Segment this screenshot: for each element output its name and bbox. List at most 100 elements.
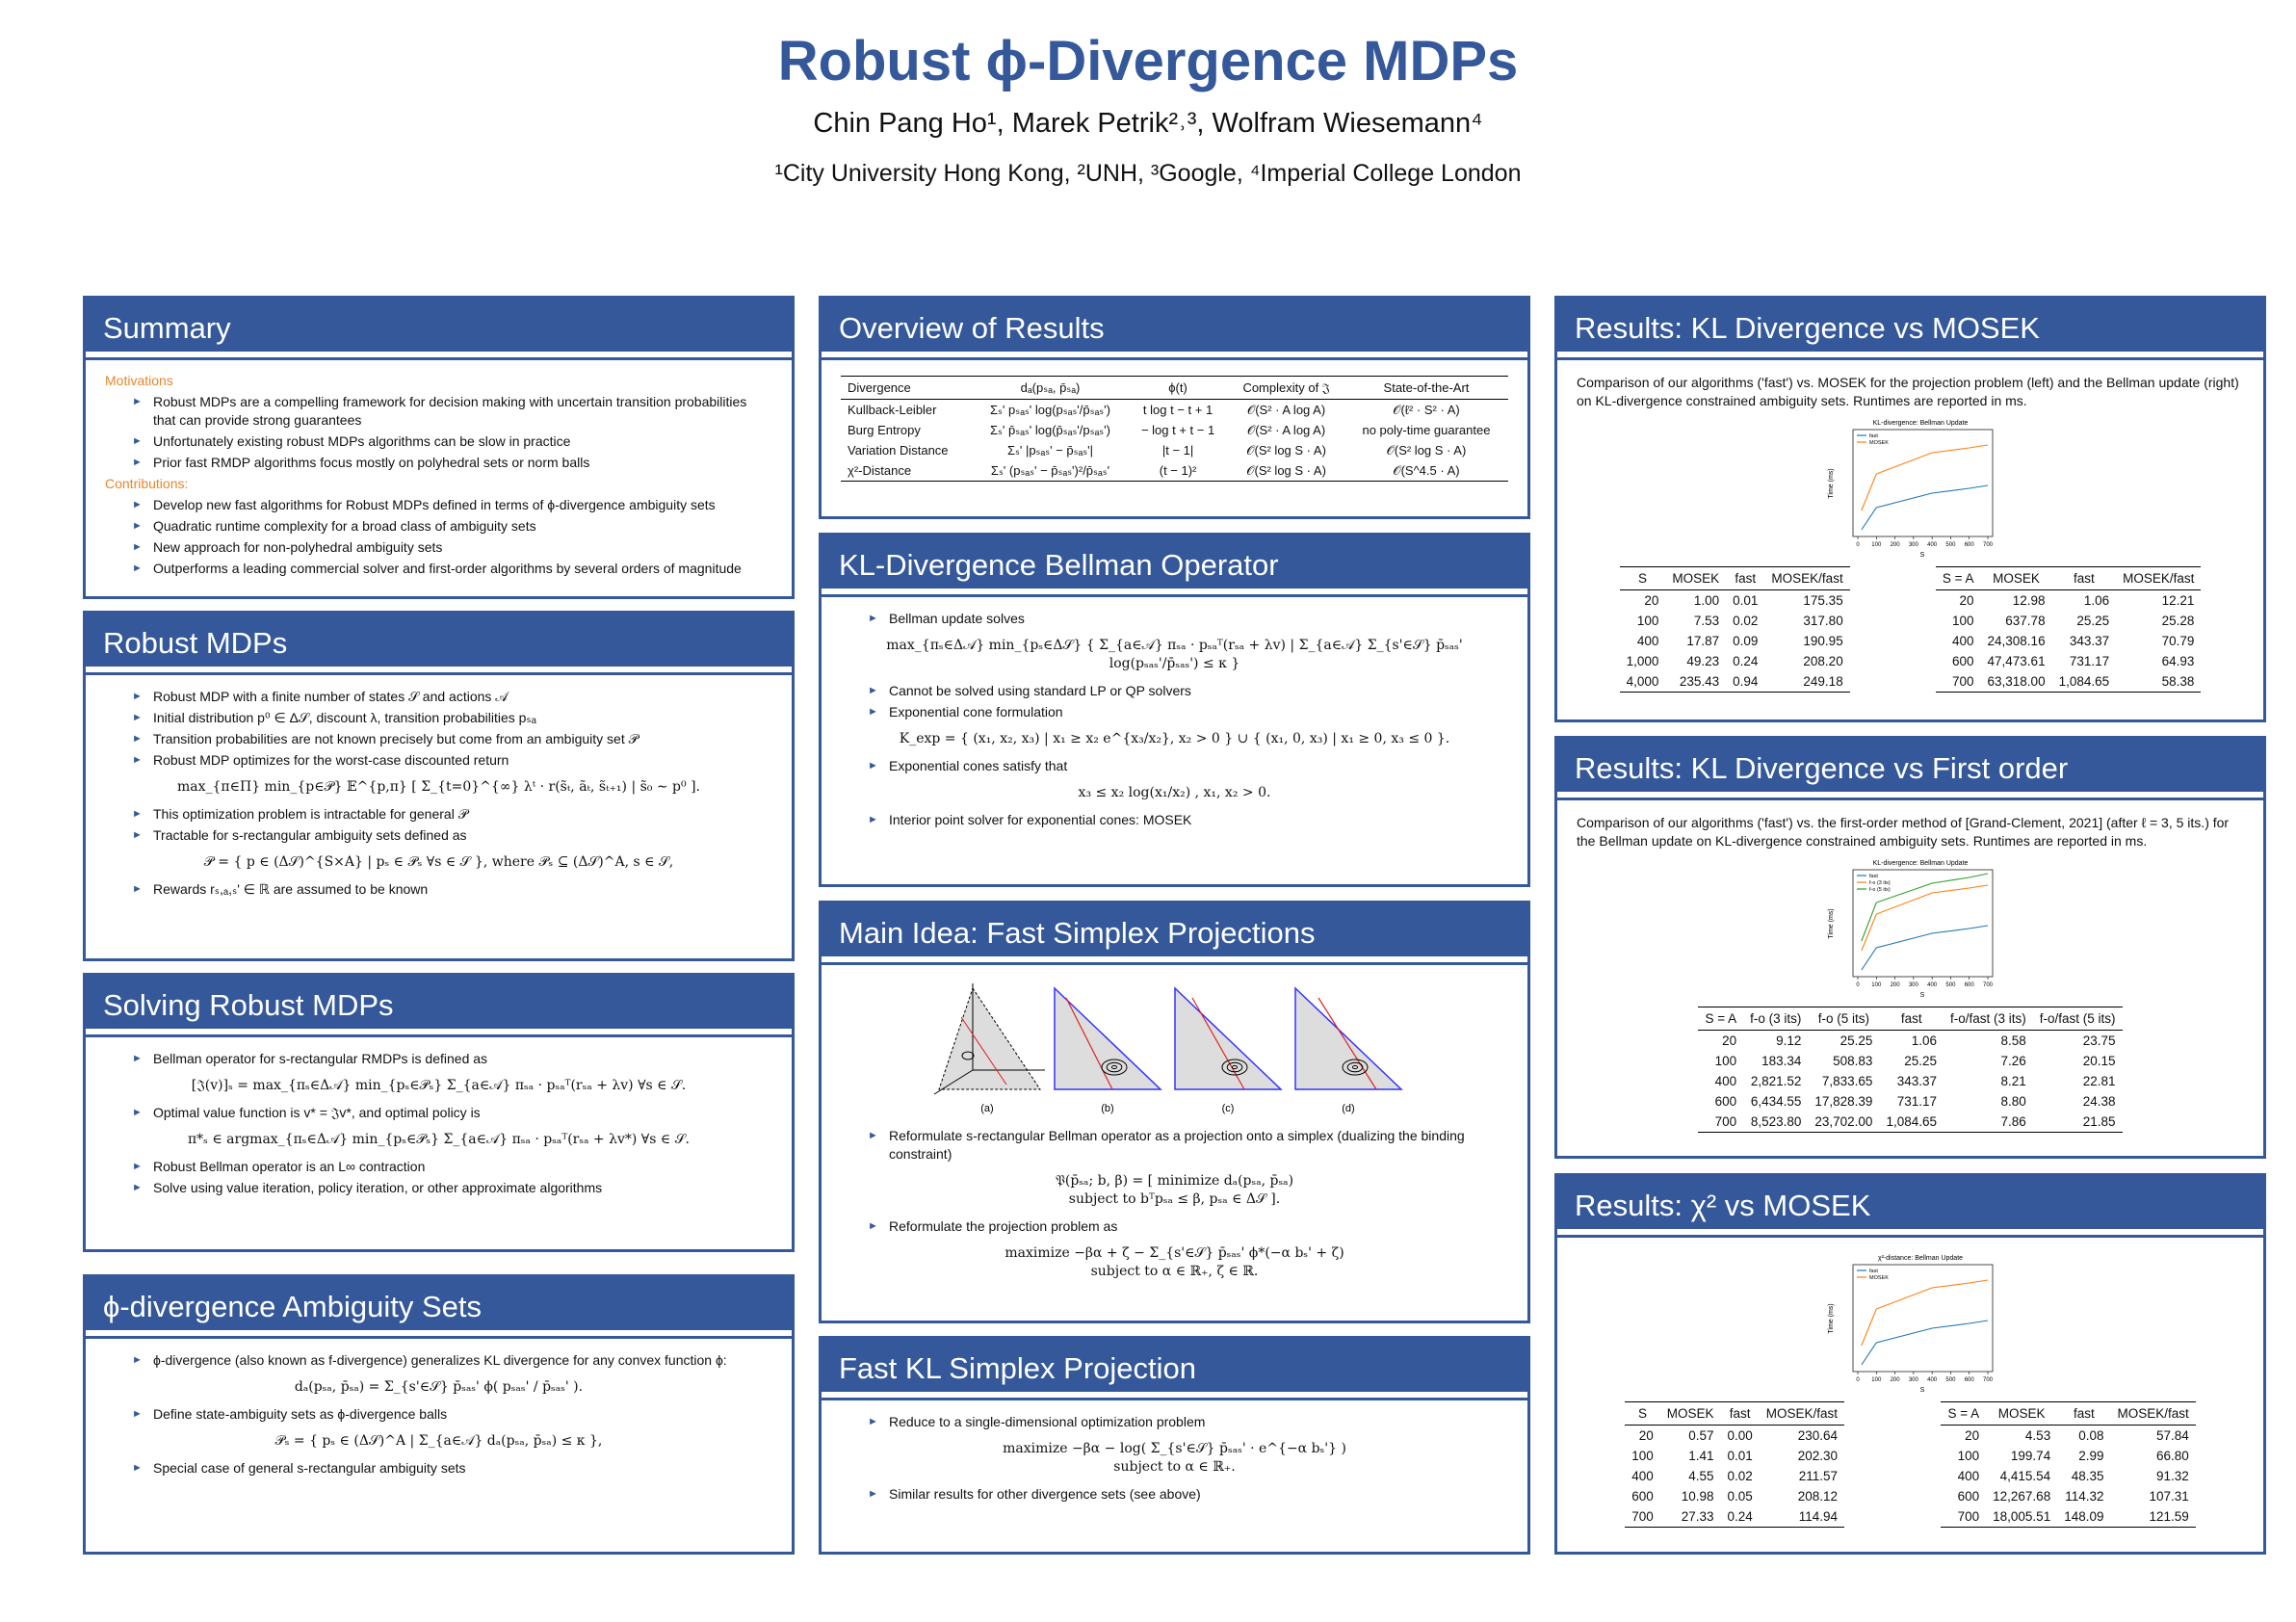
section: Results: KL Divergence vs First order Com… xyxy=(1554,736,2266,1159)
table-cell: 25.25 xyxy=(1839,1033,1873,1048)
bullet-item: Similar results for other divergence set… xyxy=(841,1485,1508,1504)
section: Fast KL Simplex Projection Reduce to a si… xyxy=(819,1336,1530,1555)
equation: 𝔓(p̄ₛₐ; b, β) = [ minimize dₐ(pₛₐ, p̄ₛₐ)… xyxy=(841,1172,1508,1209)
x-tick-label: 300 xyxy=(1908,1377,1918,1383)
table-cell: 190.95 xyxy=(1803,634,1843,648)
section-title: Robust MDPs xyxy=(86,614,792,669)
table-row: 20 0.57 0.00 230.64 xyxy=(1625,1426,1844,1447)
bullet-item: Bellman operator for s-rectangular RMDPs… xyxy=(105,1050,772,1068)
table-cell: 10.98 xyxy=(1681,1489,1714,1504)
table-header-cell: ϕ(t) xyxy=(1127,376,1229,400)
red-line xyxy=(1064,997,1113,1090)
x-tick-label: 600 xyxy=(1964,542,1974,548)
red-line xyxy=(960,1016,1006,1086)
table-cell: 17,828.39 xyxy=(1814,1094,1873,1109)
table-header-cell: fast xyxy=(1726,566,1765,590)
x-tick-label: 300 xyxy=(1908,982,1918,988)
equation: maximize −βα + ζ − Σ_{s'∈𝒮} p̄ₛₐₛ' ϕ*(−α… xyxy=(841,1244,1508,1281)
bullet-item: Reformulate s-rectangular Bellman operat… xyxy=(841,1127,1508,1164)
affiliations: ¹City University Hong Kong, ²UNH, ³Googl… xyxy=(774,160,1522,187)
table-cell: 4,000 xyxy=(1626,674,1659,689)
bullet-item: Tractable for s-rectangular ambiguity se… xyxy=(105,826,772,845)
table-header-cell: MOSEK xyxy=(1659,1401,1721,1426)
curve xyxy=(1860,925,1988,971)
table-header-cell: MOSEK/fast xyxy=(2116,566,2202,590)
table-cell: 1,084.65 xyxy=(1886,1114,1937,1129)
table-header-cell: dₐ(pₛₐ, p̄ₛₐ) xyxy=(973,376,1128,400)
x-tick-label: 100 xyxy=(1871,542,1882,548)
level-set xyxy=(961,1051,974,1060)
table-cell: 100 xyxy=(1636,614,1659,628)
table-header-cell: MOSEK xyxy=(1665,566,1727,590)
table-cell: 637.78 xyxy=(2005,614,2046,628)
bullet-item: Unfortunately existing robust MDPs algor… xyxy=(105,432,772,451)
table-cell: 183.34 xyxy=(1761,1054,1802,1068)
section: Overview of Results Divergence dₐ(pₛₐ, p̄ₛ… xyxy=(819,296,1530,519)
table-cell: 343.37 xyxy=(2069,634,2110,648)
level-set xyxy=(1101,1059,1127,1076)
table-cell: 17.87 xyxy=(1686,634,1720,648)
table-header-cell: MOSEK/fast xyxy=(2110,1401,2196,1426)
bullet-item: Outperforms a leading commercial solver … xyxy=(105,560,772,578)
table-header-cell: f-o/fast (5 its) xyxy=(2032,1007,2123,1031)
bullet-item: Prior fast RMDP algorithms focus mostly … xyxy=(105,454,772,472)
table-cell: 249.18 xyxy=(1803,674,1843,689)
table-header-cell: fast xyxy=(2057,1401,2111,1426)
table-cell: Kullback-Leibler xyxy=(848,403,937,417)
x-tick-label: 700 xyxy=(1982,982,1993,988)
x-tick-label: 500 xyxy=(1945,982,1956,988)
bullet-item: Exponential cones satisfy that xyxy=(841,757,1508,775)
section: Main Idea: Fast Simplex Projections (a) (b… xyxy=(819,901,1530,1323)
x-tick-label: 700 xyxy=(1982,542,1993,548)
table-cell: 600 xyxy=(1957,1489,1980,1504)
x-tick-label: 700 xyxy=(1982,1377,1993,1383)
table-row: 400 4,415.54 48.35 91.32 xyxy=(1941,1466,2195,1486)
equation: dₐ(pₛₐ, p̄ₛₐ) = Σ_{s'∈𝒮} p̄ₛₐₛ' ϕ( pₛₐₛ'… xyxy=(294,1379,584,1395)
bullet-item: Transition probabilities are not known p… xyxy=(105,730,772,748)
table-cell: 8.58 xyxy=(2000,1033,2026,1048)
bullet-item: Initial distribution p⁰ ∈ Δ𝒮, discount λ… xyxy=(105,709,772,727)
table-cell: 0.01 xyxy=(1733,593,1759,608)
table-cell: 400 xyxy=(1714,1074,1737,1088)
table-cell: Σₛ' (pₛₐₛ' − p̄ₛₐₛ')²/p̄ₛₐₛ' xyxy=(990,463,1110,478)
legend-label: fast xyxy=(1869,1269,1878,1274)
table-header-row: Divergence dₐ(pₛₐ, p̄ₛₐ) ϕ(t) Complexity of… xyxy=(841,376,1508,400)
figure: χ²-distance: Bellman Update Time (ms) S 0 10… xyxy=(1577,1251,2244,1396)
x-tick-label: 0 xyxy=(1856,542,1860,548)
table-cell: 8.80 xyxy=(2000,1094,2026,1109)
table-header-cell: f-o (5 its) xyxy=(1808,1007,1880,1031)
table-row: 100 1.41 0.01 202.30 xyxy=(1625,1446,1844,1466)
table-header-cell: fast xyxy=(2051,566,2117,590)
table-row: 100 199.74 2.99 66.80 xyxy=(1941,1446,2195,1466)
simplex-figure: (a) (b) (c) (d) xyxy=(933,983,1403,1114)
table-cell: 208.20 xyxy=(1803,654,1843,668)
table-header-row: S = A MOSEK fast MOSEK/fast xyxy=(1941,1401,2196,1426)
table-cell: Σₛ' pₛₐₛ' log(pₛₐₛ'/p̄ₛₐₛ') xyxy=(990,403,1110,417)
table-row: 100 637.78 25.25 25.28 xyxy=(1936,611,2202,631)
equation: 𝒫ₛ = { pₛ ∈ (Δ𝒮)^A | Σ_{a∈𝒜} dₐ(pₛₐ, p̄ₛ… xyxy=(274,1433,603,1449)
table-header-cell: S = A xyxy=(1935,566,1981,590)
table-header-row: S = A MOSEK fast MOSEK/fast xyxy=(1935,566,2202,590)
table-cell: 25.25 xyxy=(1904,1054,1937,1068)
table-row: 600 12,267.68 114.32 107.31 xyxy=(1941,1486,2195,1506)
y-axis-label: Time (ms) xyxy=(1828,468,1835,498)
table-row: 700 8,523.80 23,702.00 1,084.65 7.86 21.85 xyxy=(1698,1112,2122,1133)
equation: π*ₛ ∈ argmax_{πₛ∈Δ𝒜} min_{pₛ∈𝒫ₛ} Σ_{a∈𝒜}… xyxy=(187,1132,690,1147)
table-row: 700 63,318.00 1,084.65 58.38 xyxy=(1936,671,2202,693)
figure: (a) (b) (c) (d) xyxy=(841,979,1508,1123)
table-cell: 0.02 xyxy=(1733,614,1759,628)
table-cell: 0.00 xyxy=(1727,1428,1753,1443)
table-header-cell: S = A xyxy=(1698,1007,1744,1031)
bullet-item: Special case of general s-rectangular am… xyxy=(105,1459,772,1478)
section-body: (a) (b) (c) (d) Reformulate s-rectangular Be… xyxy=(822,962,1527,1281)
table-cell: 0.02 xyxy=(1727,1469,1753,1483)
section: ϕ-divergence Ambiguity Sets ϕ-divergence … xyxy=(83,1274,795,1555)
bullet-item: Reformulate the projection problem as xyxy=(841,1217,1508,1236)
axis xyxy=(933,1069,973,1095)
equation: max_{π∈Π} min_{p∈𝒫} 𝔼^{p,π} [ Σ_{t=0}^{∞… xyxy=(177,779,700,795)
table-header-row: S MOSEK fast MOSEK/fast xyxy=(1619,566,1850,590)
table-header-row: S MOSEK fast MOSEK/fast xyxy=(1625,1401,1845,1426)
legend-label: MOSEK xyxy=(1869,440,1889,446)
table-cell: 175.35 xyxy=(1803,593,1843,608)
